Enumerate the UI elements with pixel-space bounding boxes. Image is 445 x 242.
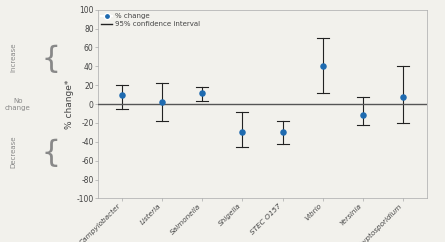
Point — [199, 91, 206, 95]
Point — [118, 93, 125, 97]
Text: No
change: No change — [5, 98, 31, 111]
Point — [400, 95, 407, 98]
Legend: % change, 95% confidence interval: % change, 95% confidence interval — [101, 13, 200, 27]
Point — [239, 130, 246, 134]
Point — [279, 130, 286, 134]
Point — [360, 113, 367, 117]
Point — [158, 100, 166, 104]
Text: Decrease: Decrease — [10, 135, 16, 167]
Y-axis label: % change*: % change* — [65, 79, 74, 129]
Text: }: } — [35, 137, 54, 166]
Point — [319, 64, 326, 68]
Text: }: } — [35, 42, 54, 71]
Text: Increase: Increase — [10, 42, 16, 72]
